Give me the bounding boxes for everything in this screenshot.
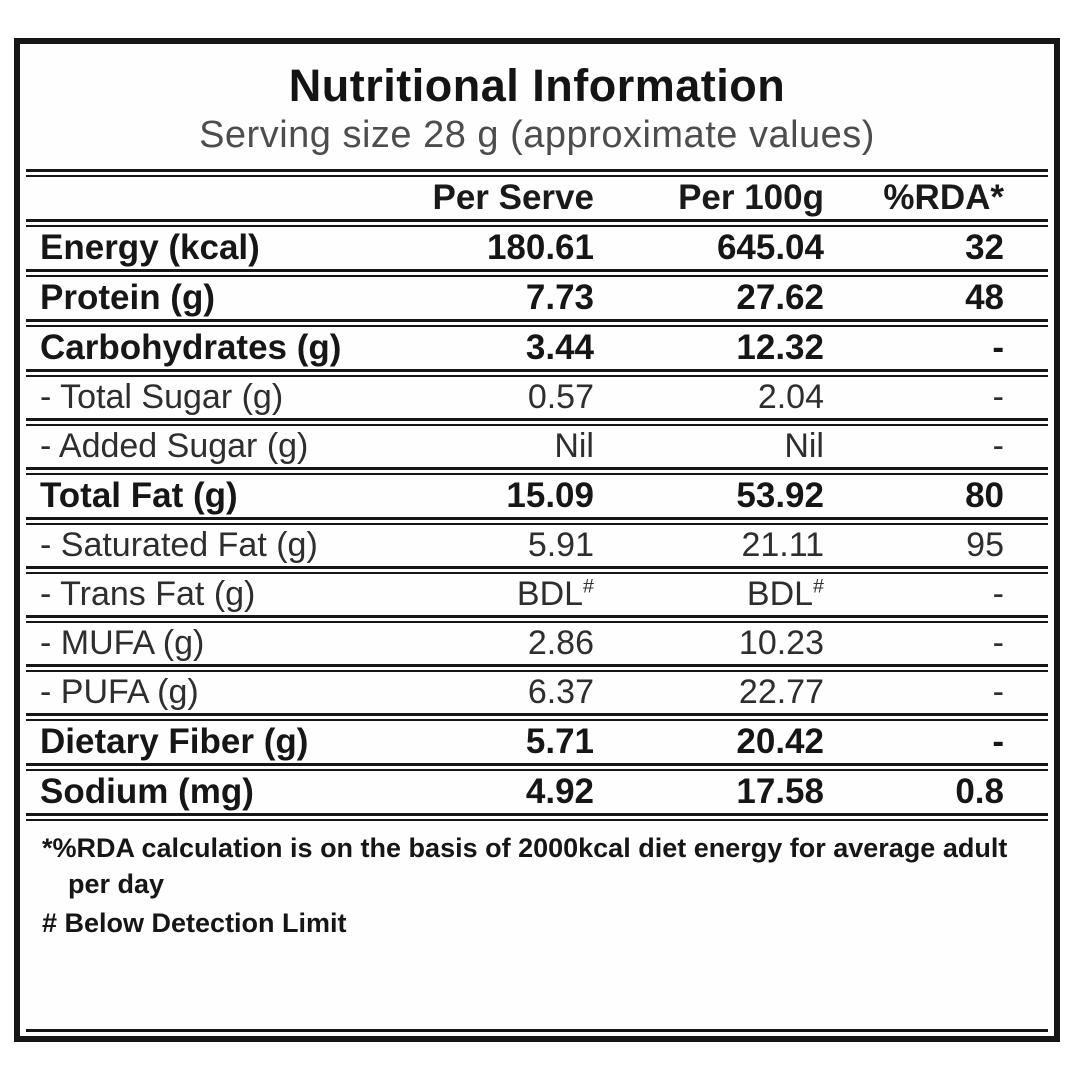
value-per-serve: BDL# — [516, 575, 594, 614]
value-per-100g: 20.42 — [736, 722, 824, 762]
value-rda: - — [992, 378, 1004, 417]
value-per-100g: 22.77 — [738, 673, 824, 712]
table-row-protein-g: Protein (g) 7.73 27.62 48 — [26, 275, 1048, 323]
value-rda: - — [992, 575, 1004, 614]
table-row-added-sugar-g: - Added Sugar (g) Nil Nil - — [26, 424, 1048, 471]
row-label: Energy (kcal) — [40, 228, 260, 268]
column-header-per-100g: Per 100g — [678, 178, 824, 218]
label-header: Nutritional Information Serving size 28 … — [26, 46, 1048, 173]
row-label: - PUFA (g) — [40, 673, 199, 712]
bdl-superscript-hash: # — [583, 576, 594, 599]
value-per-serve: 6.37 — [527, 673, 594, 712]
table-row-mufa-g: - MUFA (g) 2.86 10.23 - — [26, 621, 1048, 668]
column-header-rda: %RDA* — [883, 178, 1004, 218]
value-per-serve: 5.91 — [527, 526, 594, 565]
table-row-sodium-mg: Sodium (mg) 4.92 17.58 0.8 — [26, 769, 1048, 817]
value-per-serve: 4.92 — [525, 772, 594, 812]
footnote-bdl: # Below Detection Limit — [42, 907, 347, 938]
column-header-per-serve: Per Serve — [432, 178, 594, 218]
value-per-100g: 2.04 — [757, 378, 824, 417]
value-per-100g: 21.11 — [741, 526, 824, 565]
value-per-serve: Nil — [554, 427, 594, 466]
row-label: - MUFA (g) — [40, 624, 205, 663]
value-per-100g: 53.92 — [736, 476, 824, 516]
table-row-total-fat-g: Total Fat (g) 15.09 53.92 80 — [26, 473, 1048, 521]
value-per-100g: 27.62 — [736, 278, 824, 318]
value-rda: 95 — [966, 526, 1004, 565]
value-rda: - — [992, 427, 1004, 466]
value-rda: 0.8 — [955, 772, 1004, 812]
row-label: - Saturated Fat (g) — [40, 526, 318, 565]
value-per-100g: Nil — [784, 427, 824, 466]
nutrition-label: Nutritional Information Serving size 28 … — [14, 38, 1060, 1042]
value-rda: 32 — [965, 228, 1004, 268]
footnotes-section: *%RDA calculation is on the basis of 200… — [26, 819, 1048, 1032]
row-label: - Added Sugar (g) — [40, 427, 309, 466]
page-title: Nutritional Information — [288, 60, 786, 111]
value-per-100g: 12.32 — [736, 328, 824, 368]
value-rda: 80 — [965, 476, 1004, 516]
value-rda: 48 — [965, 278, 1004, 318]
value-per-100g: 645.04 — [716, 228, 824, 268]
row-label: - Total Sugar (g) — [40, 378, 284, 417]
value-per-100g: 10.23 — [738, 624, 824, 663]
footnote-rda: *%RDA calculation is on the basis of 200… — [42, 833, 1008, 899]
value-per-100g: BDL# — [746, 575, 824, 614]
table-row-trans-fat-g: - Trans Fat (g) BDL# BDL# - — [26, 572, 1048, 619]
row-label: Sodium (mg) — [40, 772, 254, 812]
value-per-serve: 7.73 — [525, 278, 594, 318]
table-row-dietary-fiber-g: Dietary Fiber (g) 5.71 20.42 - — [26, 719, 1048, 767]
row-label: - Trans Fat (g) — [40, 575, 256, 614]
row-label: Carbohydrates (g) — [40, 328, 342, 368]
row-label: Dietary Fiber (g) — [40, 722, 309, 762]
serving-size-subtitle: Serving size 28 g (approximate values) — [199, 113, 875, 156]
value-per-100g: 17.58 — [736, 772, 824, 812]
table-row-energy-kcal: Energy (kcal) 180.61 645.04 32 — [26, 225, 1048, 273]
table-header-row: Per Serve Per 100g %RDA* — [26, 175, 1048, 223]
row-label: Protein (g) — [40, 278, 215, 318]
value-per-serve: 0.57 — [527, 378, 594, 417]
value-rda: - — [992, 624, 1004, 663]
table-row-saturated-fat-g: - Saturated Fat (g) 5.91 21.11 95 — [26, 523, 1048, 570]
row-label: Total Fat (g) — [40, 476, 238, 516]
table-row-pufa-g: - PUFA (g) 6.37 22.77 - — [26, 670, 1048, 717]
value-rda: - — [992, 722, 1004, 762]
value-per-serve: 5.71 — [525, 722, 594, 762]
table-row-carbohydrates-g: Carbohydrates (g) 3.44 12.32 - — [26, 325, 1048, 373]
value-per-serve: 2.86 — [527, 624, 594, 663]
value-rda: - — [992, 328, 1004, 368]
bdl-superscript-hash: # — [813, 576, 824, 599]
table-row-total-sugar-g: - Total Sugar (g) 0.57 2.04 - — [26, 375, 1048, 422]
value-per-serve: 3.44 — [525, 328, 594, 368]
value-per-serve: 15.09 — [506, 476, 594, 516]
value-rda: - — [992, 673, 1004, 712]
value-per-serve: 180.61 — [486, 228, 594, 268]
